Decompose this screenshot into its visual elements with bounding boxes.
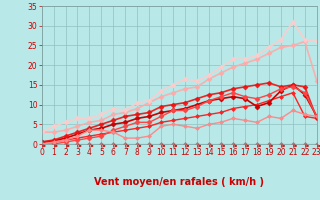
X-axis label: Vent moyen/en rafales ( km/h ): Vent moyen/en rafales ( km/h ) [94,177,264,187]
